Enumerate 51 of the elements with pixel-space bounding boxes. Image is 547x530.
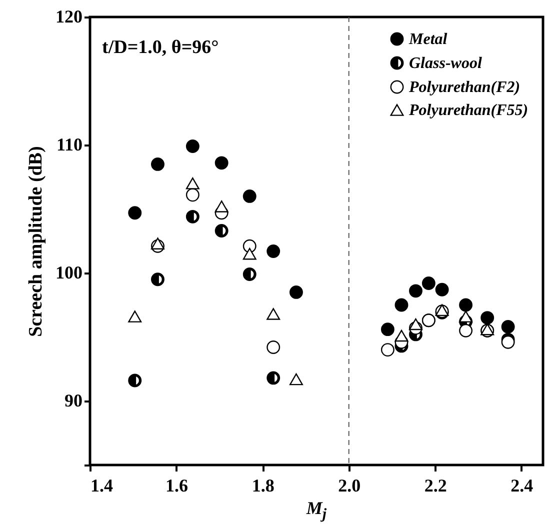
point: [409, 284, 422, 298]
point: [151, 272, 164, 286]
x-tick-label: 1.8: [252, 476, 274, 496]
x-tick-label: 1.4: [90, 476, 113, 496]
point: [459, 298, 472, 312]
legend-label: Metal: [408, 31, 448, 48]
point: [480, 311, 494, 325]
point: [151, 157, 164, 171]
point: [214, 200, 228, 212]
x-tick-label: 1.6: [166, 476, 188, 496]
point: [394, 330, 408, 342]
point: [128, 374, 142, 388]
point: [266, 244, 280, 258]
annotation: t/D=1.0, θ=96°: [102, 37, 219, 58]
point: [186, 210, 200, 224]
point: [380, 322, 394, 336]
point: [266, 340, 280, 354]
point: [459, 324, 472, 338]
x-tick-label: 2.4: [510, 476, 534, 496]
point: [266, 308, 280, 320]
point: [242, 189, 256, 203]
point: [422, 276, 436, 290]
point: [186, 140, 200, 153]
y-tick-label: 110: [56, 134, 82, 154]
point: [214, 156, 228, 170]
legend-label: Polyurethan(F55): [408, 102, 528, 119]
legend-label: Glass-wool: [409, 55, 482, 72]
point: [290, 285, 303, 299]
point: [242, 248, 256, 260]
point: [459, 310, 472, 322]
y-axis-title: Screech amplitude (dB): [26, 146, 46, 337]
y-tick-label: 120: [56, 6, 82, 26]
point: [266, 371, 280, 385]
legend-label: Polyurethan(F2): [408, 79, 520, 96]
point: [394, 298, 408, 312]
point: [435, 282, 449, 296]
point: [290, 373, 303, 386]
point: [128, 310, 142, 322]
point: [409, 318, 422, 330]
point: [151, 238, 164, 250]
y-tick-label: 90: [64, 390, 82, 410]
point: [501, 320, 515, 334]
y-tick-label: 100: [56, 262, 82, 282]
point: [501, 335, 515, 349]
x-tick-label: 2.2: [424, 476, 447, 496]
x-tick-label: 2.0: [338, 476, 361, 496]
point: [128, 206, 142, 220]
x-axis-title: M$_{j}$: [305, 498, 328, 524]
point: [186, 177, 200, 190]
point: [242, 268, 256, 282]
point: [214, 224, 228, 238]
